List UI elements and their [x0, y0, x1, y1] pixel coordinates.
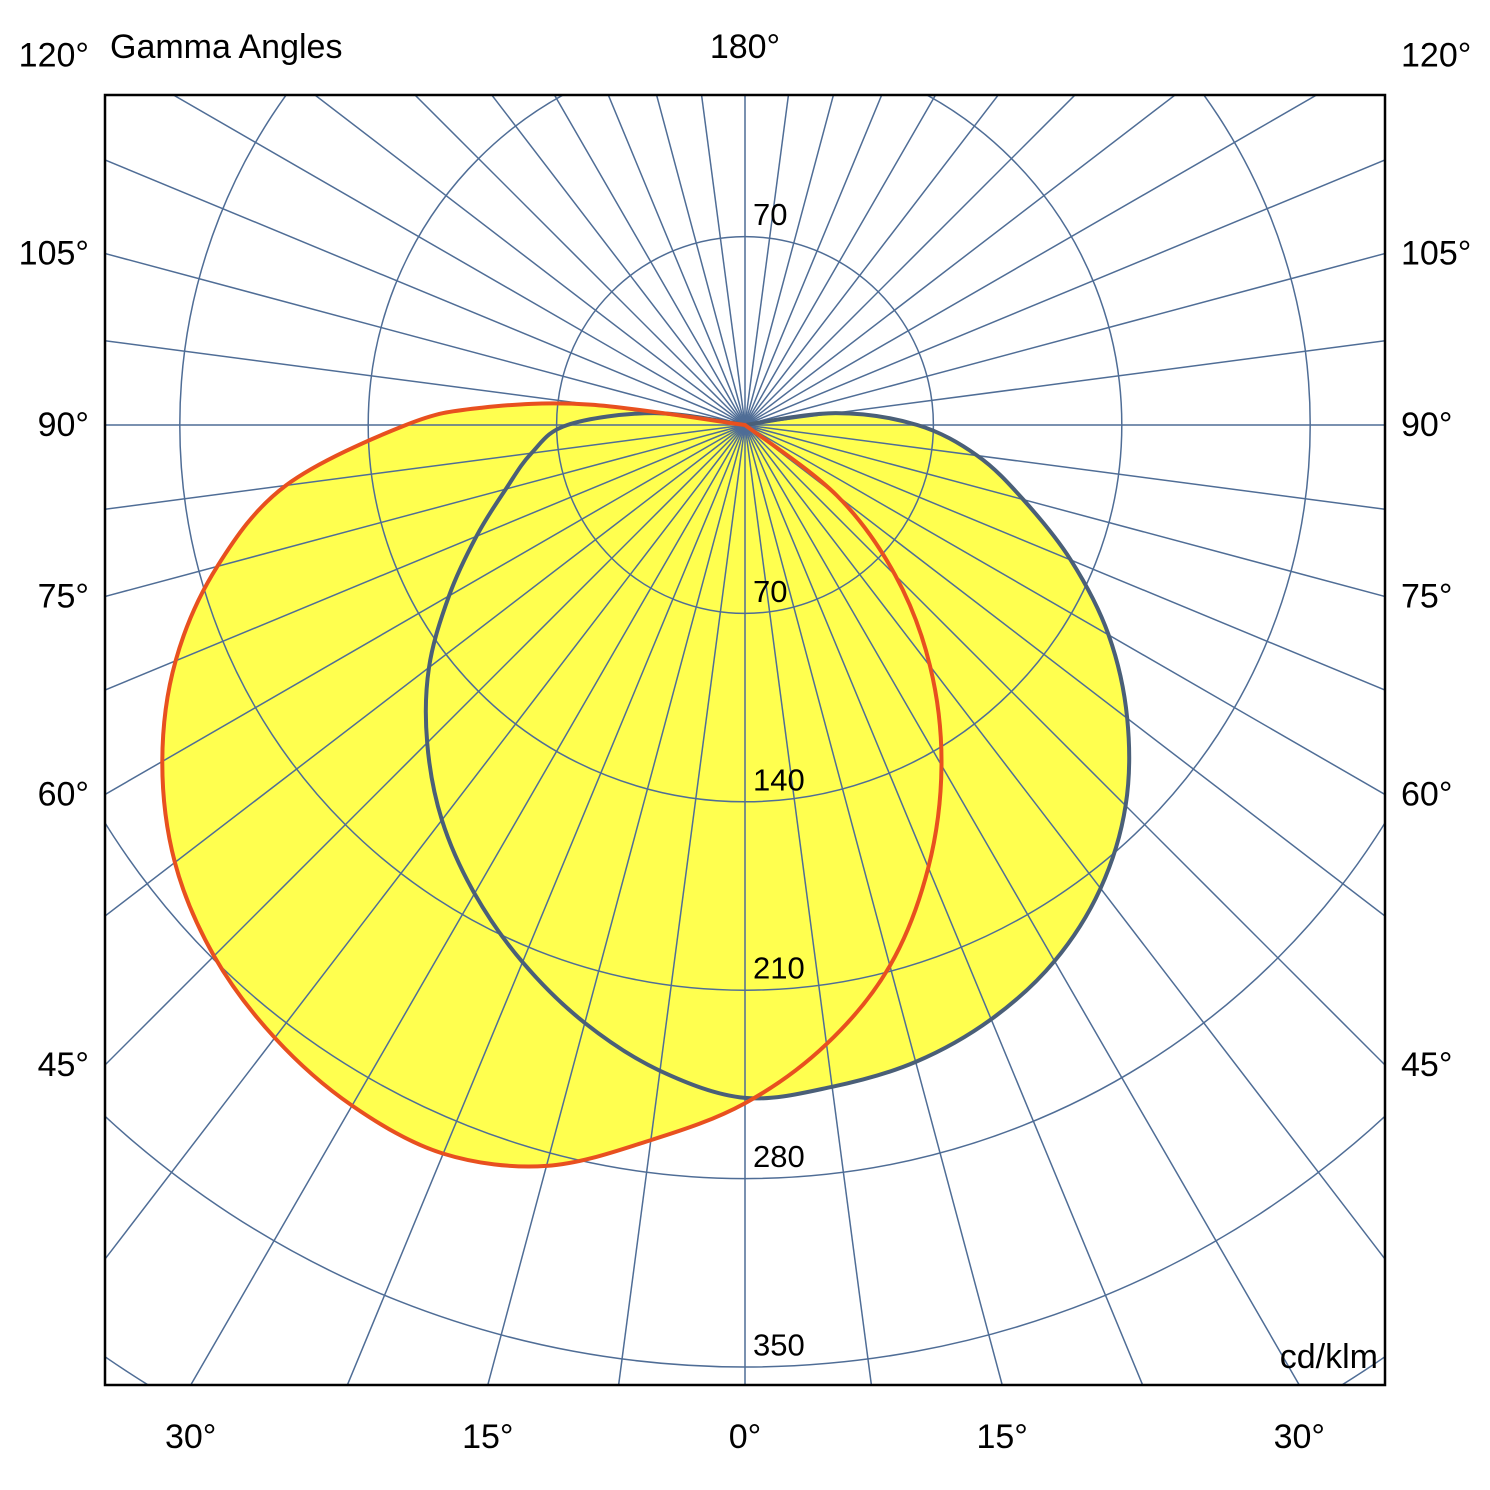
curve-blue [423, 411, 1132, 1101]
grid-ray [744, 424, 1385, 598]
grid-ray [413, 95, 746, 426]
grid-ray [744, 424, 1385, 796]
gamma-label-left-60: 60° [38, 776, 89, 814]
axis-labels-layer: 45° 45° 60° 60° 75° 75° 90° 90° 105° 105° 120° 120°… [19, 37, 1472, 1457]
grid-ray [744, 95, 937, 426]
grid-ray [700, 95, 746, 426]
grid-ray [744, 424, 873, 1385]
grid-ray [744, 95, 1077, 426]
grid-ray [607, 95, 746, 426]
grid-ray [744, 424, 1144, 1385]
grid-ray [744, 424, 1301, 1385]
grid-ray [105, 159, 746, 426]
curve-stroke-layer [160, 401, 1132, 1169]
top-axis-label: 180° [710, 28, 780, 66]
gamma-label-bottom--30: 30° [165, 1418, 216, 1456]
grid-ray [744, 424, 1385, 918]
grid-ray [744, 424, 1385, 1261]
grid-ray [171, 95, 746, 426]
unit-label: cd/klm [1280, 1338, 1378, 1376]
gamma-label-bottom--15: 15° [462, 1418, 513, 1456]
radial-tick-top: 70 [753, 197, 787, 232]
grid-ray [744, 339, 1385, 426]
grid-ray [744, 252, 1385, 426]
grid-ray [105, 424, 746, 511]
grid-ray [105, 424, 746, 598]
grid-ray [105, 424, 746, 1261]
gamma-label-left-120: 120° [19, 37, 89, 75]
grid-ray [490, 95, 746, 426]
radial-tick-210: 210 [753, 951, 805, 986]
gamma-label-left-105: 105° [19, 235, 89, 273]
grid-ray [744, 424, 1385, 1067]
curve-fill-layer [162, 403, 1130, 1167]
grid-ray [313, 95, 746, 426]
plot-border [103, 93, 1387, 1387]
gamma-label-bottom-30: 30° [1274, 1418, 1325, 1456]
grid-ray [744, 95, 835, 426]
radial-tick-70: 70 [753, 574, 787, 609]
grid-ray [189, 424, 746, 1385]
grid-ray [744, 159, 1385, 426]
radial-tick-280: 280 [753, 1139, 805, 1174]
gamma-label-left-90: 90° [38, 406, 89, 444]
grid-ray [617, 424, 746, 1385]
grid-ray [744, 95, 883, 426]
grid-ray [105, 424, 746, 918]
curve-red-fill [162, 403, 942, 1167]
gamma-label-right-105: 105° [1401, 235, 1471, 273]
gamma-label-right-90: 90° [1401, 406, 1452, 444]
gamma-label-right-60: 60° [1401, 776, 1452, 814]
gamma-label-bottom-0: 0° [729, 1418, 762, 1456]
grid-ray [655, 95, 746, 426]
gamma-label-left-75: 75° [38, 578, 89, 616]
gamma-label-left-45: 45° [38, 1046, 89, 1084]
gamma-label-right-45: 45° [1401, 1046, 1452, 1084]
chart-title: Gamma Angles [110, 28, 342, 66]
grid-ray [744, 95, 1319, 426]
grid-ray [105, 424, 746, 796]
grid-ray [105, 252, 746, 426]
grid-ray [744, 95, 1000, 426]
grid-ray [744, 95, 1177, 426]
grid-ray [744, 95, 790, 426]
grid-ray [744, 424, 1004, 1385]
grid-ray [553, 95, 746, 426]
curve-red [160, 401, 944, 1169]
grid-ray [346, 424, 746, 1385]
grid-ray [105, 424, 746, 1067]
radial-tick-140: 140 [753, 762, 805, 797]
grid-ray [744, 424, 1385, 511]
radial-tick-350: 350 [753, 1328, 805, 1363]
gamma-label-bottom-15: 15° [976, 1418, 1027, 1456]
gamma-label-right-120: 120° [1401, 37, 1471, 75]
grid-ray [744, 424, 1385, 691]
grid-ray [105, 339, 746, 426]
grid-ray [105, 424, 746, 691]
gamma-label-right-75: 75° [1401, 578, 1452, 616]
grid-ray [486, 424, 746, 1385]
